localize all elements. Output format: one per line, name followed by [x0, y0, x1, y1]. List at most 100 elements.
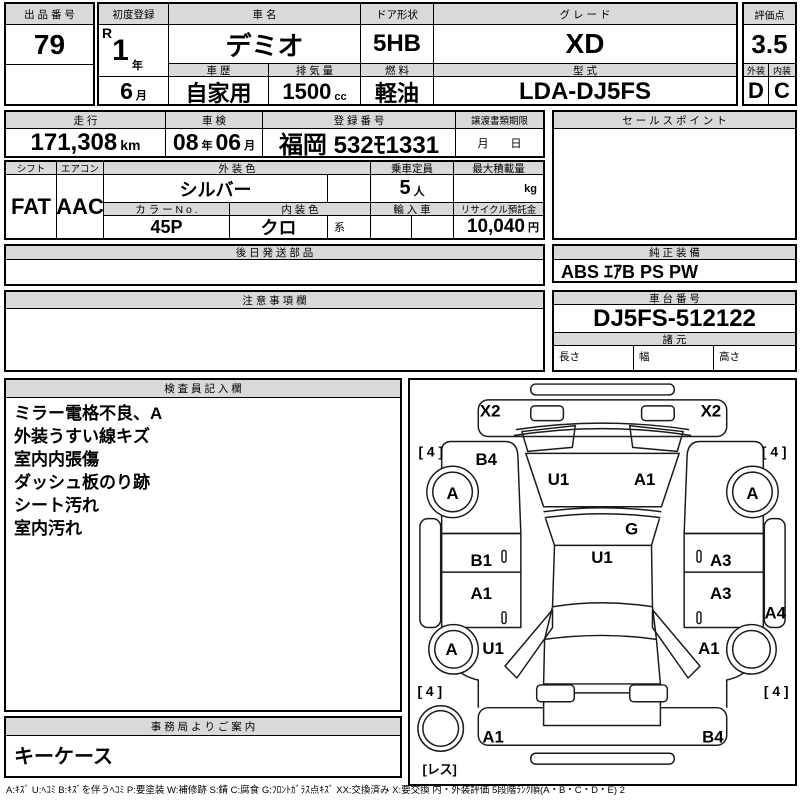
mileage-value: 171,308 km	[6, 129, 166, 156]
grade-label: グ レ ー ド	[434, 4, 736, 25]
history-value: 自家用	[169, 77, 269, 106]
spare-less-label: [レス]	[423, 762, 457, 777]
damage-code: U1	[591, 548, 613, 567]
interior-color-label: 内 装 色	[230, 203, 371, 216]
equipment-label: 純 正 装 備	[554, 246, 795, 260]
exterior-color-label: 外 装 色	[104, 162, 371, 175]
registration-row: 走 行 171,308 km 車 検 08 年 06 月 登 録 番 号 福岡 …	[4, 110, 545, 159]
exterior-grade-label: 外装	[744, 64, 769, 77]
transfer-deadline-label: 譲渡書類期限	[456, 112, 543, 129]
hood	[525, 452, 680, 508]
fuel-value: 軽油	[361, 77, 434, 106]
grade-value: XD	[434, 25, 736, 64]
tail-light-right	[628, 684, 669, 703]
damage-code: A	[445, 640, 457, 659]
exterior-color-value: シルバー	[104, 175, 328, 203]
displacement-value: 1500 cc	[269, 77, 361, 106]
inspector-note: 室内内張傷	[14, 450, 99, 469]
cowl-line	[513, 427, 692, 437]
roof-rear-line	[552, 602, 653, 608]
headlight-right	[628, 424, 684, 453]
tail-light-left	[535, 684, 576, 703]
legend: A:ｷｽﾞ U:ﾍｺﾐ B:ｷｽﾞを伴うﾍｺﾐ P:要塗装 W:補修跡 S:錆 …	[6, 785, 625, 796]
aircon-value: AAC	[56, 175, 104, 238]
damage-code: A1	[471, 584, 493, 603]
color-no-label: カ ラ ー N o .	[104, 203, 230, 216]
door-shape-value: 5HB	[361, 25, 434, 64]
front-light-right	[640, 405, 675, 422]
auction-number-value: 79	[6, 25, 93, 65]
mileage-label: 走 行	[6, 112, 166, 129]
score-label: 評価点	[744, 4, 795, 25]
wiper-line	[543, 507, 662, 513]
aircon-label: エアコン	[57, 162, 104, 175]
sales-point-label: セ ー ル ス ポ イ ン ト	[554, 112, 795, 129]
quarter-left	[504, 608, 554, 679]
admin-label: 事 務 局 よ り ご 案 内	[6, 718, 400, 736]
sales-point-box: セ ー ル ス ポ イ ン ト	[552, 110, 797, 240]
headlight-left	[521, 424, 577, 453]
vehicle-header-table: 初度登録 R 1 年 6 月 車 名 デミオ 車 歴 自家用 排 気 量 150…	[97, 2, 738, 106]
car-name-label: 車 名	[169, 4, 361, 25]
interior-color-suffix: 系	[328, 216, 371, 238]
shaken-label: 車 検	[166, 112, 263, 129]
caution-label: 注 意 事 項 欄	[6, 292, 543, 309]
admin-value: キーケース	[14, 746, 113, 768]
damage-code: X2	[701, 402, 722, 421]
tire-depth: [ 4 ]	[418, 443, 443, 459]
damage-code: A3	[710, 551, 732, 570]
import-empty-1	[371, 216, 412, 238]
rocker-right	[763, 517, 786, 629]
plate-label: 登 録 番 号	[263, 112, 456, 129]
first-registration-label: 初度登録	[99, 4, 169, 25]
shift-label: シフト	[6, 162, 57, 175]
mileage-unit: km	[120, 137, 141, 153]
damage-code: A1	[698, 639, 720, 658]
era-year-unit: 年	[131, 60, 143, 72]
interior-color-value: クロ	[230, 216, 328, 238]
plate-value: 福岡 532ﾓ1331	[263, 129, 456, 159]
admin-box: 事 務 局 よ り ご 案 内 キーケース	[4, 716, 402, 778]
first-registration-year: R 1 年	[99, 25, 169, 77]
inspector-note: 外装うすい線キズ	[14, 427, 150, 446]
damage-code: U1	[548, 470, 570, 489]
displacement-label: 排 気 量	[269, 64, 361, 77]
shaken-year: 08	[172, 129, 199, 155]
reg-month-unit: 月	[135, 90, 147, 102]
score-value: 3.5	[744, 25, 795, 64]
front-fender-left	[440, 440, 522, 535]
damage-code: X2	[480, 402, 501, 421]
import-empty-2	[412, 216, 454, 238]
sales-point-body	[554, 129, 795, 238]
fuel-label: 燃 料	[361, 64, 434, 77]
front-bumper	[477, 399, 728, 438]
inspector-note: シート汚れ	[14, 496, 99, 515]
door-handle	[696, 549, 702, 563]
door-handle	[501, 549, 507, 563]
score-box: 評価点 3.5 外装 内装 D C	[742, 2, 797, 106]
inspector-label: 検 査 員 記 入 欄	[6, 380, 400, 398]
import-label: 輸 入 車	[371, 203, 454, 216]
equipment-box: 純 正 装 備 ABS ｴｱB PS PW	[552, 244, 797, 283]
car-diagram: X2 X2 [ 4 ] [ 4 ] B4 U1 A1 A A G B1 A3 U…	[417, 383, 789, 777]
later-parts-label: 後 日 発 送 部 品	[6, 246, 543, 260]
height-label: 高さ	[719, 351, 740, 363]
rear-window-line	[544, 634, 657, 641]
capacity-number: 5	[399, 177, 411, 199]
exterior-grade-value: D	[744, 77, 769, 104]
door-handle	[501, 610, 507, 625]
mileage-number: 171,308	[30, 128, 118, 156]
damage-code: A3	[710, 584, 732, 603]
equipment-value: ABS ｴｱB PS PW	[561, 261, 699, 282]
max-load-value: kg	[454, 175, 543, 203]
color-no-value: 45P	[104, 216, 230, 238]
recycle-value: 10,040 円	[454, 216, 543, 238]
tire-depth: [ 4 ]	[762, 443, 787, 459]
doors-right	[683, 532, 765, 629]
length-label: 長さ	[554, 346, 634, 370]
capacity-label: 乗車定員	[371, 162, 454, 175]
first-registration-month: 6 月	[99, 77, 169, 106]
roof-sides	[551, 545, 654, 607]
later-parts-box: 後 日 発 送 部 品	[4, 244, 545, 286]
car-name-value: デミオ	[169, 25, 361, 64]
